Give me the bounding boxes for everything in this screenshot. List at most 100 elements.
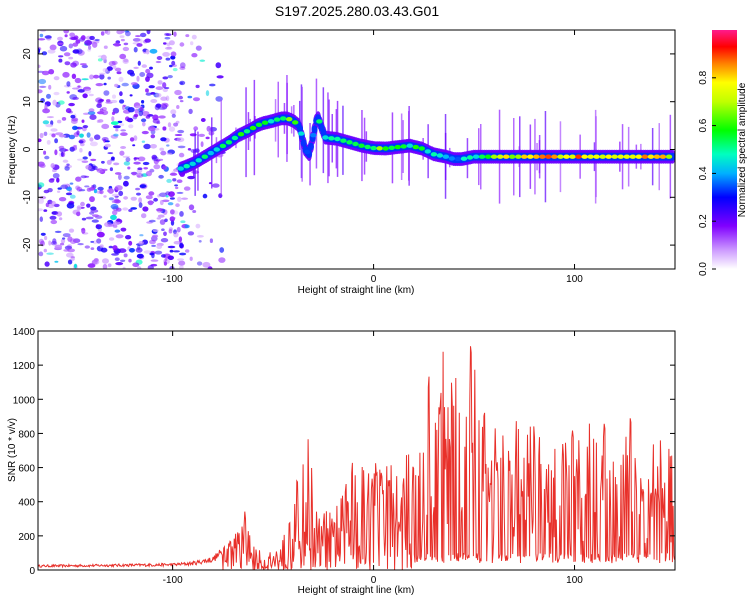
heatmap-ridge-core — [605, 154, 612, 159]
heatmap-noise-cell — [133, 66, 139, 69]
heatmap-noise-cell — [138, 197, 143, 204]
heatmap-noise-cell — [125, 30, 131, 37]
heatmap-noise-cell — [176, 179, 183, 183]
heatmap-noise-cell — [59, 45, 68, 52]
heatmap-noise-cell — [132, 262, 140, 268]
heatmap-noise-cell — [47, 188, 53, 193]
heatmap-noise-cell — [57, 36, 63, 41]
heatmap-noise-cell — [164, 258, 168, 262]
heatmap-noise-cell — [40, 98, 45, 103]
heatmap-noise-cell — [58, 134, 67, 138]
heatmap-noise-cell — [112, 210, 118, 216]
heatmap-noise-cell — [129, 72, 135, 77]
heatmap-noise-cell — [159, 147, 164, 151]
heatmap-noise-cell — [58, 58, 63, 63]
heatmap-noise-cell — [198, 240, 202, 243]
heatmap-noise-cell — [38, 198, 44, 204]
heatmap-noise-cell — [138, 241, 144, 245]
heatmap-noise-cell — [74, 263, 77, 269]
heatmap-noise-cell — [160, 150, 167, 156]
heatmap-noise-cell — [85, 164, 92, 170]
heatmap-noise-cell — [112, 245, 118, 251]
heatmap-noise-cell — [58, 55, 64, 58]
heatmap-noise-cell — [38, 161, 45, 167]
heatmap-noise-cell — [115, 128, 119, 132]
heatmap-ridge-core — [225, 140, 233, 145]
heatmap-noise-cell — [143, 167, 148, 170]
heatmap-noise-cell — [97, 99, 104, 103]
heatmap-noise-cell — [44, 235, 48, 241]
x-tick-label: 100 — [566, 274, 583, 285]
heatmap-ridge-core — [370, 145, 377, 151]
heatmap-noise-cell — [141, 64, 147, 68]
heatmap-noise-cell — [123, 42, 129, 46]
heatmap-noise-cell — [144, 38, 151, 43]
spectrogram-x-ticks: -100 0 100 — [163, 30, 583, 285]
heatmap-noise-cell — [52, 238, 57, 245]
heatmap-ridge-core — [334, 136, 341, 142]
heatmap-noise-cell — [53, 91, 60, 96]
heatmap-noise-cell — [60, 184, 69, 189]
heatmap-noise-cell — [173, 240, 182, 245]
heatmap-ridge-core — [503, 154, 510, 159]
heatmap-ridge-core — [424, 149, 431, 154]
heatmap-noise-cell — [101, 123, 110, 130]
figure-title: S197.2025.280.03.43.G01 — [275, 3, 439, 19]
heatmap-noise-cell — [54, 149, 58, 156]
heatmap-noise-cell — [111, 111, 116, 115]
heatmap-ridge-core — [629, 154, 636, 159]
heatmap-noise-cell — [128, 124, 134, 129]
heatmap-noise-cell — [54, 230, 62, 233]
heatmap-noise-cell — [122, 207, 129, 211]
heatmap-ridge-core — [255, 122, 263, 128]
heatmap-noise-cell — [99, 72, 106, 75]
heatmap-noise-cell — [127, 166, 131, 170]
heatmap-ridge-core — [346, 140, 353, 145]
heatmap-noise-cell — [150, 99, 158, 103]
heatmap-noise-cell — [148, 85, 155, 89]
heatmap-noise-cell — [147, 200, 154, 206]
heatmap-noise-cell — [107, 152, 114, 155]
heatmap-noise-cell — [200, 141, 204, 148]
heatmap-noise-cell — [82, 125, 89, 129]
heatmap-noise-cell — [39, 85, 47, 88]
heatmap-noise-cell — [70, 36, 78, 41]
heatmap-noise-cell — [119, 91, 123, 97]
heatmap-noise-cell — [133, 157, 140, 160]
heatmap-noise-cell — [71, 73, 77, 80]
heatmap-noise-cell — [75, 39, 81, 44]
heatmap-noise-cell — [185, 34, 190, 38]
heatmap-noise-cell — [68, 43, 74, 49]
heatmap-noise-cell — [49, 44, 57, 51]
heatmap-noise-cell — [151, 244, 157, 247]
heatmap-noise-cell — [118, 248, 127, 253]
heatmap-noise-cell — [113, 42, 121, 47]
heatmap-noise-cell — [170, 209, 175, 215]
heatmap-ridge-core — [515, 154, 522, 159]
heatmap-noise-cell — [79, 142, 85, 147]
heatmap-noise-cell — [79, 63, 87, 66]
heatmap-ridge-core — [364, 144, 371, 150]
heatmap-noise-cell — [118, 190, 124, 197]
heatmap-noise-cell — [191, 53, 198, 58]
heatmap-noise-cell — [198, 133, 205, 137]
heatmap-noise-cell — [50, 178, 55, 181]
heatmap-noise-cell — [162, 52, 171, 57]
heatmap-noise-cell — [107, 263, 112, 268]
heatmap-noise-cell — [169, 216, 175, 222]
heatmap-noise-cell — [86, 203, 91, 208]
heatmap-noise-cell — [106, 66, 113, 71]
heatmap-noise-cell — [87, 111, 96, 115]
heatmap-noise-cell — [108, 197, 114, 201]
y-tick-label: 0 — [29, 566, 35, 577]
heatmap-noise-cell — [141, 130, 149, 135]
heatmap-noise-cell — [175, 203, 180, 208]
heatmap-noise-cell — [139, 72, 146, 77]
heatmap-noise-cell — [139, 234, 144, 237]
heatmap-noise-cell — [149, 239, 156, 245]
heatmap-noise-cell — [86, 187, 92, 192]
heatmap-noise-cell — [128, 258, 132, 263]
heatmap-noise-cell — [108, 60, 116, 67]
heatmap-noise-cell — [116, 218, 121, 222]
heatmap-ridge-core — [647, 154, 655, 159]
